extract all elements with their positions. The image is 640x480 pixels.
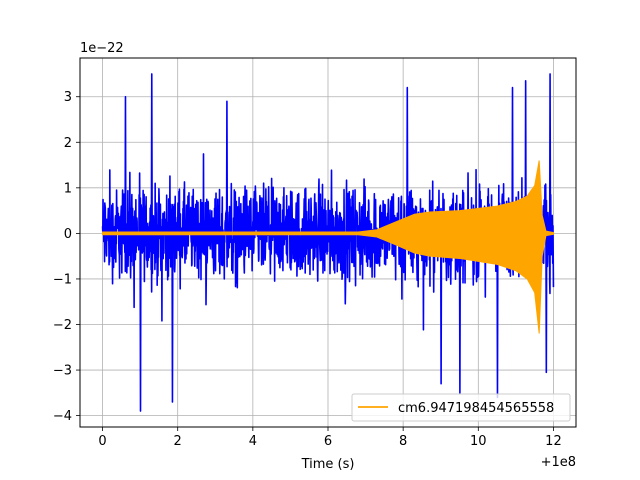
y-tick-label: 0: [64, 227, 72, 242]
y-tick-label: −4: [53, 409, 72, 424]
grid-lines: [80, 58, 576, 427]
x-tick-label: 8: [399, 434, 407, 449]
x-offset-label: +1e8: [541, 455, 576, 470]
y-tick-label: −2: [53, 318, 72, 333]
x-axis-label: Time (s): [301, 457, 355, 472]
x-tick-label: 6: [324, 434, 332, 449]
legend-box: [351, 393, 571, 422]
y-tick-label: −3: [53, 364, 72, 379]
y-scale-label: 1e−22: [80, 41, 124, 56]
x-tick-label: 10: [470, 434, 487, 449]
y-tick-label: 3: [64, 90, 72, 105]
series-template-envelope: [102, 160, 554, 334]
legend: cm6.947198454565558: [351, 393, 571, 422]
legend-entry-label: cm6.947198454565558: [398, 401, 554, 416]
x-tick-label: 2: [174, 434, 182, 449]
x-tick-label: 4: [249, 434, 257, 449]
y-tick-label: −1: [53, 272, 72, 287]
y-tick-label: 2: [64, 136, 72, 151]
y-tick-label: 1: [64, 181, 72, 196]
x-tick-label: 12: [545, 434, 562, 449]
plot-data: [101, 73, 555, 412]
x-tick-label: 0: [98, 434, 106, 449]
